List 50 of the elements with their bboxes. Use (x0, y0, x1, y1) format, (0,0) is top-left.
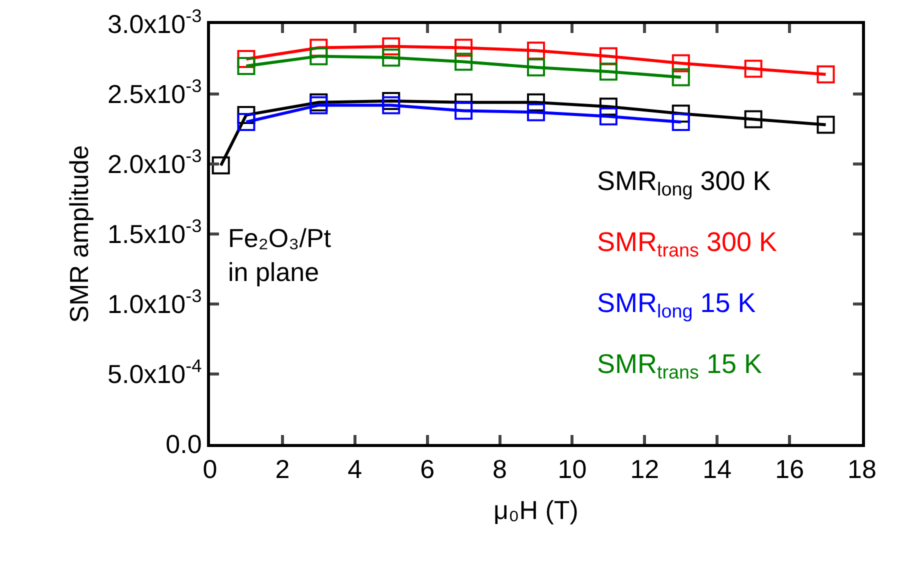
x-tick-label: 18 (848, 454, 876, 484)
point (237, 57, 256, 75)
series-label: SMR$_{long}$ 300 K (597, 166, 771, 201)
point (310, 47, 328, 66)
y-tick-label: 5.0x10$^{-4}$ (108, 356, 202, 390)
y-tick-label: 3.0x10$^{-3}$ (108, 6, 202, 40)
y-tick-label: 1.0x10$^{-3}$ (108, 286, 202, 320)
point (672, 68, 690, 86)
x-tick-label: 14 (702, 454, 732, 484)
point (527, 103, 545, 122)
point (310, 96, 328, 114)
text: SMR$_{trans}$ 15 K (597, 349, 762, 384)
x-tick-label: 0 (202, 454, 218, 484)
y-tick-label: 0.0 (166, 429, 202, 460)
x-tick-label: 6 (420, 454, 435, 484)
point (672, 54, 690, 72)
point (454, 38, 473, 57)
y-tick-label: 1.5x10$^{-3}$ (108, 216, 202, 250)
point (599, 98, 618, 116)
annotation: Fe₂O₃/Pt in plane (228, 223, 332, 287)
point (599, 47, 618, 66)
point (599, 62, 618, 81)
point (527, 58, 545, 76)
point (237, 113, 256, 131)
y-axis-title: SMR amplitude (64, 145, 94, 323)
point (744, 110, 762, 128)
text: SMR$_{trans}$ 300 K (597, 227, 778, 262)
point (672, 113, 690, 131)
point (527, 42, 545, 60)
point (527, 93, 545, 112)
point (382, 37, 400, 56)
x-tick-label: 4 (348, 454, 362, 484)
point (816, 65, 835, 84)
point (382, 48, 400, 67)
point (816, 116, 835, 134)
y-tick-label: 2.0x10$^{-3}$ (108, 146, 202, 180)
text: SMR$_{long}$ 15 K (597, 288, 756, 323)
point (599, 107, 618, 126)
point (454, 102, 473, 120)
x-tick-label: 12 (630, 454, 660, 484)
point (454, 52, 473, 71)
x-tick-label: 10 (558, 454, 587, 484)
point (382, 96, 400, 114)
point (744, 60, 762, 78)
y-tick-label: 2.5x10$^{-3}$ (108, 76, 202, 110)
x-tick-label: 8 (492, 454, 508, 484)
x-tick-label: 16 (775, 454, 804, 484)
point (212, 156, 230, 174)
x-tick-label: 2 (275, 454, 290, 484)
x-axis-title: μ₀H (T) (494, 494, 578, 525)
